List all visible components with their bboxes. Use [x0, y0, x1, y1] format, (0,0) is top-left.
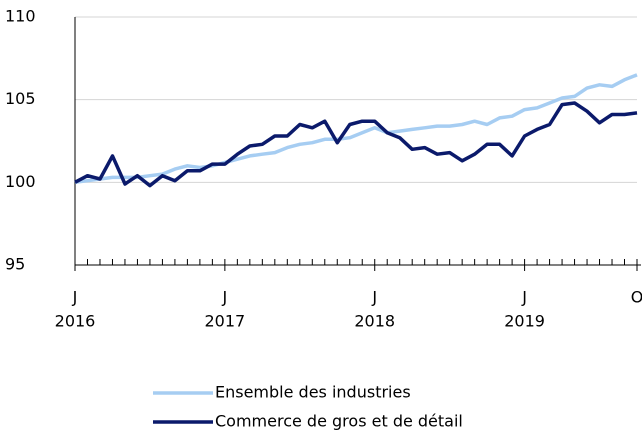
- legend-label: Commerce de gros et de détail: [215, 412, 463, 431]
- y-tick-label: 105: [5, 89, 36, 108]
- legend-label: Ensemble des industries: [215, 383, 411, 402]
- series-line: [74, 101, 638, 188]
- y-tick-label: 110: [5, 7, 36, 26]
- x-tick-label: J: [222, 288, 228, 307]
- x-year-label: 2019: [504, 312, 545, 331]
- series-line: [74, 73, 638, 185]
- y-tick-label: 95: [5, 255, 25, 274]
- x-tick-label: J: [521, 288, 527, 307]
- x-year-label: 2017: [205, 312, 246, 331]
- x-tick-label: J: [371, 288, 377, 307]
- x-year-label: 2016: [55, 312, 96, 331]
- x-tick-label: J: [72, 288, 78, 307]
- x-tick-label: O: [631, 288, 642, 307]
- x-year-label: 2018: [354, 312, 395, 331]
- y-tick-label: 100: [5, 172, 36, 191]
